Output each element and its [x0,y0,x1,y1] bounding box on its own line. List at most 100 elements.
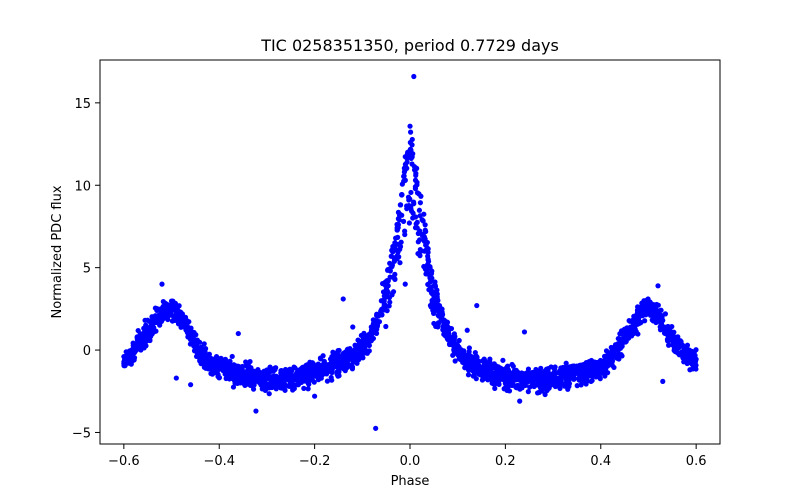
data-point [350,324,356,330]
y-tick-label: 15 [74,97,91,112]
data-point [157,322,163,328]
data-point [231,362,237,368]
data-point [435,321,442,327]
data-point [305,386,311,392]
data-point [655,302,661,308]
data-point [685,350,691,356]
data-point [538,365,544,371]
data-point [538,376,544,383]
data-point [406,220,412,226]
data-point [627,331,633,337]
data-point [552,364,558,370]
data-point [331,352,338,358]
data-point [512,367,518,374]
data-point [546,385,552,391]
data-point [633,328,639,335]
data-point [542,391,548,398]
data-point [212,363,218,369]
data-point [315,362,321,368]
data-point [472,349,478,356]
data-point [428,271,435,277]
data-point [229,353,235,360]
data-point [608,358,614,364]
data-point [418,193,424,199]
data-point [385,278,391,284]
data-point [289,381,295,387]
data-points [121,73,699,431]
data-point [405,149,411,155]
data-point [444,332,450,338]
data-point [163,308,169,314]
data-point [504,382,510,389]
data-point [133,347,139,353]
data-point [609,362,615,368]
data-point [122,354,128,360]
data-point [577,366,583,372]
data-point [281,376,287,382]
data-point [417,213,423,219]
data-point [280,372,286,378]
data-point [639,300,645,306]
data-point [352,358,359,364]
data-point [402,228,408,234]
data-point [565,379,571,386]
data-point [159,281,165,287]
data-point [392,276,398,283]
data-point [173,375,179,381]
data-point [464,327,470,333]
data-point [409,142,415,148]
data-point [395,249,401,255]
data-point [182,318,188,324]
data-point [402,177,408,183]
data-point [416,207,423,213]
data-point [424,245,430,251]
data-point [525,389,531,395]
data-point [254,373,260,379]
data-point [422,266,428,272]
data-point [506,368,512,375]
data-point [344,362,350,368]
data-point [278,368,285,374]
y-tick-label: 5 [83,262,91,277]
data-point [340,296,346,302]
data-point [552,381,559,387]
data-point [149,331,155,337]
data-point [386,295,393,301]
data-point [520,372,526,378]
data-point [432,282,438,288]
data-point [284,383,291,389]
data-point [621,336,627,342]
data-point [660,324,666,330]
data-point [454,342,461,348]
data-point [466,349,472,355]
data-point [563,360,569,366]
data-point [489,380,495,386]
data-point [518,377,524,383]
data-point [415,239,421,245]
data-point [618,351,624,358]
data-point [453,349,459,355]
data-point [387,299,393,305]
data-point [172,306,178,313]
data-point [689,361,695,367]
data-point [414,190,421,196]
data-point [668,332,674,338]
data-point [525,374,532,380]
data-point [601,353,608,359]
data-point [408,153,414,159]
data-point [391,255,397,261]
data-point [235,330,241,337]
plot-area-frame [99,59,721,445]
data-point [316,367,322,374]
data-point [534,372,540,378]
data-point [246,376,253,382]
data-point [397,202,403,208]
data-point [218,360,224,366]
data-point [412,177,419,183]
data-point [660,378,666,384]
data-point [693,366,699,372]
data-point [392,271,398,277]
data-point [396,212,403,218]
y-tick-label: 0 [83,344,91,359]
data-point [215,371,221,378]
